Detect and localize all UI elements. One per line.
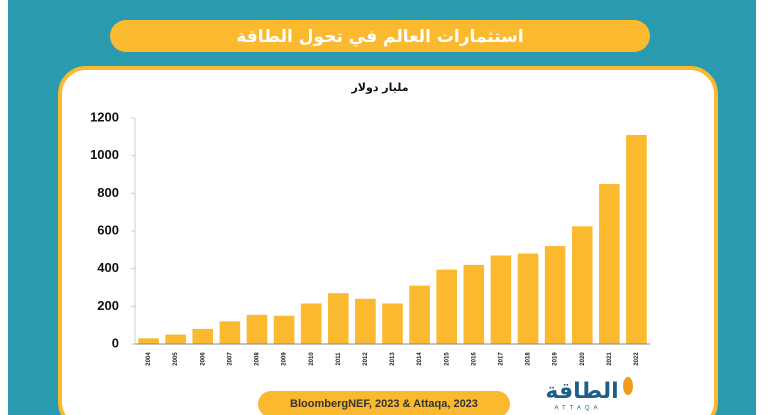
y-tick-label: 0	[112, 335, 119, 350]
x-tick-label: 2014	[417, 352, 423, 366]
x-tick-label: 2016	[471, 352, 477, 366]
x-tick-label: 2005	[173, 352, 179, 366]
x-tick-label: 2019	[553, 352, 559, 366]
plot: 0 200 400 600 800 1000 1200 2004 2005 2006 2007 200…	[90, 109, 647, 366]
logo-latin: ATTAQA	[554, 406, 601, 412]
source: BloombergNEF, 2023 & Attaqa, 2023	[290, 398, 478, 410]
y-tick-label: 400	[97, 260, 119, 275]
bar	[517, 253, 539, 344]
chart-title: استثمارات العالم في تحول الطاقة	[236, 27, 523, 47]
x-tick-label: 2007	[227, 352, 233, 366]
bar	[273, 315, 295, 344]
x-tick-label: 2004	[146, 352, 152, 366]
y-tick-label: 800	[97, 185, 119, 200]
x-tick-label: 2006	[200, 352, 206, 366]
bar	[382, 303, 403, 344]
bar	[436, 269, 458, 344]
bar	[246, 314, 268, 344]
bar	[544, 246, 566, 344]
bar	[463, 264, 485, 344]
y-axis-label: مليار دولار	[350, 81, 408, 94]
x-tick-label: 2017	[498, 352, 504, 366]
logo: الطاقة	[545, 379, 618, 404]
source-banner	[258, 391, 510, 415]
bar	[626, 134, 647, 344]
bar	[571, 226, 593, 344]
bar	[300, 303, 322, 344]
x-tick-label: 2013	[390, 352, 396, 366]
bar	[192, 328, 214, 344]
bar	[355, 298, 376, 344]
y-tick-label: 600	[97, 222, 119, 237]
x-tick-label: 2010	[309, 352, 315, 366]
x-tick-label: 2022	[634, 352, 640, 366]
bar	[138, 338, 159, 344]
y-tick-label: 200	[97, 298, 119, 313]
x-tick-label: 2020	[580, 352, 586, 366]
x-tick-label: 2011	[336, 352, 342, 366]
y-tick-label: 1000	[90, 147, 119, 162]
bar	[327, 293, 349, 344]
logo-flame	[623, 377, 633, 395]
bar	[165, 334, 186, 344]
x-tick-label: 2021	[607, 352, 613, 366]
bar	[490, 255, 512, 344]
bar	[599, 183, 620, 344]
y-tick-label: 1200	[90, 109, 119, 124]
x-tick-label: 2008	[255, 352, 261, 366]
x-tick-label: 2018	[526, 352, 532, 366]
bar	[409, 285, 430, 344]
bar	[219, 321, 241, 344]
title-banner	[110, 20, 650, 52]
x-tick-label: 2009	[282, 352, 288, 366]
x-tick-label: 2015	[444, 352, 450, 366]
x-tick-label: 2012	[363, 352, 369, 366]
